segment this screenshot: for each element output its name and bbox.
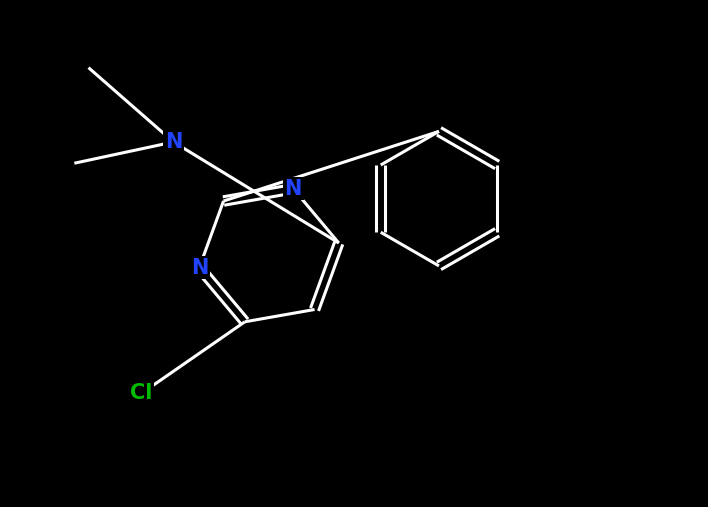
Text: N: N [165,132,182,152]
Text: N: N [190,258,208,277]
Text: N: N [285,179,302,199]
Text: Cl: Cl [130,383,153,404]
